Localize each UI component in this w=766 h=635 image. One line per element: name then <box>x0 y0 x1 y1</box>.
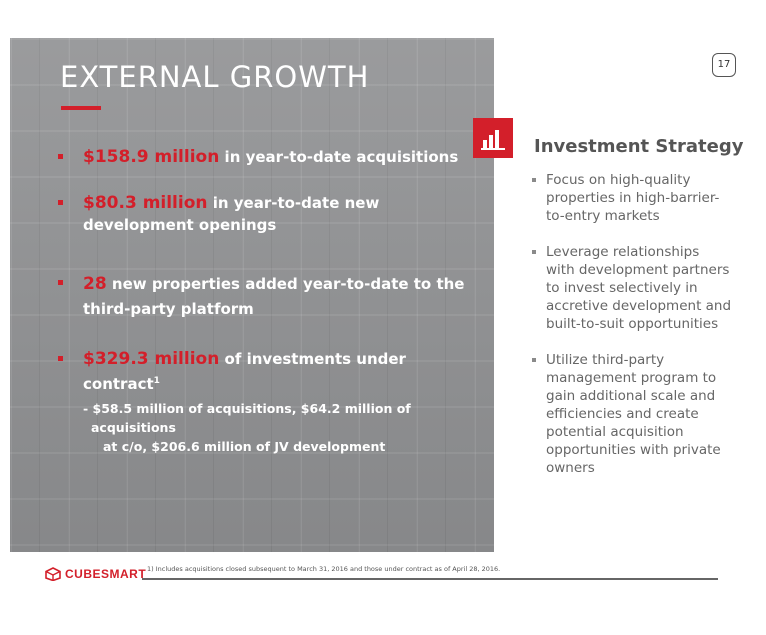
page-number: 17 <box>712 53 736 77</box>
growth-bullets: $158.9 million in year-to-date acquisiti… <box>56 146 476 456</box>
strategy-item: Focus on high-quality properties in high… <box>532 171 732 225</box>
strategy-item-text: Utilize third-party management program t… <box>546 352 721 476</box>
footnote-marker: 1 <box>153 376 160 386</box>
strategy-title: Investment Strategy <box>534 136 744 157</box>
page-title: EXTERNAL GROWTH <box>60 60 370 94</box>
bullet-development: $80.3 million in year-to-date new develo… <box>56 192 476 236</box>
bullet-acquisitions: $158.9 million in year-to-date acquisiti… <box>56 146 476 168</box>
bar-chart-icon <box>473 118 513 158</box>
cube-logo-icon <box>45 567 61 581</box>
bullet-marker <box>58 200 63 205</box>
strategy-item: Utilize third-party management program t… <box>532 351 732 477</box>
brand-logo: CUBESMART <box>45 567 146 581</box>
title-underline <box>61 106 101 110</box>
bullet-marker <box>532 250 536 254</box>
bullet-marker <box>58 154 63 159</box>
footnote: 1) Includes acquisitions closed subseque… <box>147 565 501 573</box>
subnote-line-2: at c/o, $206.6 million of JV development <box>103 439 386 454</box>
bullet-text: new properties added year-to-date to the… <box>83 275 465 318</box>
bullet-subnote: - $58.5 million of acquisitions, $64.2 m… <box>83 399 476 456</box>
bullet-text: in year-to-date new development openings <box>83 194 380 234</box>
bullet-highlight: $158.9 million <box>83 147 220 167</box>
bullet-marker <box>58 356 63 361</box>
subnote-line-1: - $58.5 million of acquisitions, $64.2 m… <box>83 401 411 435</box>
bullet-marker <box>532 358 536 362</box>
strategy-item: Leverage relationships with development … <box>532 243 732 333</box>
bullet-text: of investments under contract <box>83 350 406 393</box>
bullet-highlight: 28 <box>83 274 107 294</box>
strategy-item-text: Focus on high-quality properties in high… <box>546 172 720 224</box>
bullet-highlight: $329.3 million <box>83 349 220 369</box>
footer-divider <box>142 578 718 580</box>
bullet-highlight: $80.3 million <box>83 193 208 213</box>
bullet-text: in year-to-date acquisitions <box>219 148 459 166</box>
bullet-under-contract: $329.3 million of investments under cont… <box>56 348 476 456</box>
bullet-marker <box>58 280 63 285</box>
hero-panel: EXTERNAL GROWTH $158.9 million in year-t… <box>10 38 494 552</box>
bullet-third-party: 28 new properties added year-to-date to … <box>56 272 476 322</box>
strategy-item-text: Leverage relationships with development … <box>546 244 732 332</box>
bullet-marker <box>532 178 536 182</box>
strategy-list: Focus on high-quality properties in high… <box>532 171 732 495</box>
logo-wordmark: CUBESMART <box>65 567 147 581</box>
